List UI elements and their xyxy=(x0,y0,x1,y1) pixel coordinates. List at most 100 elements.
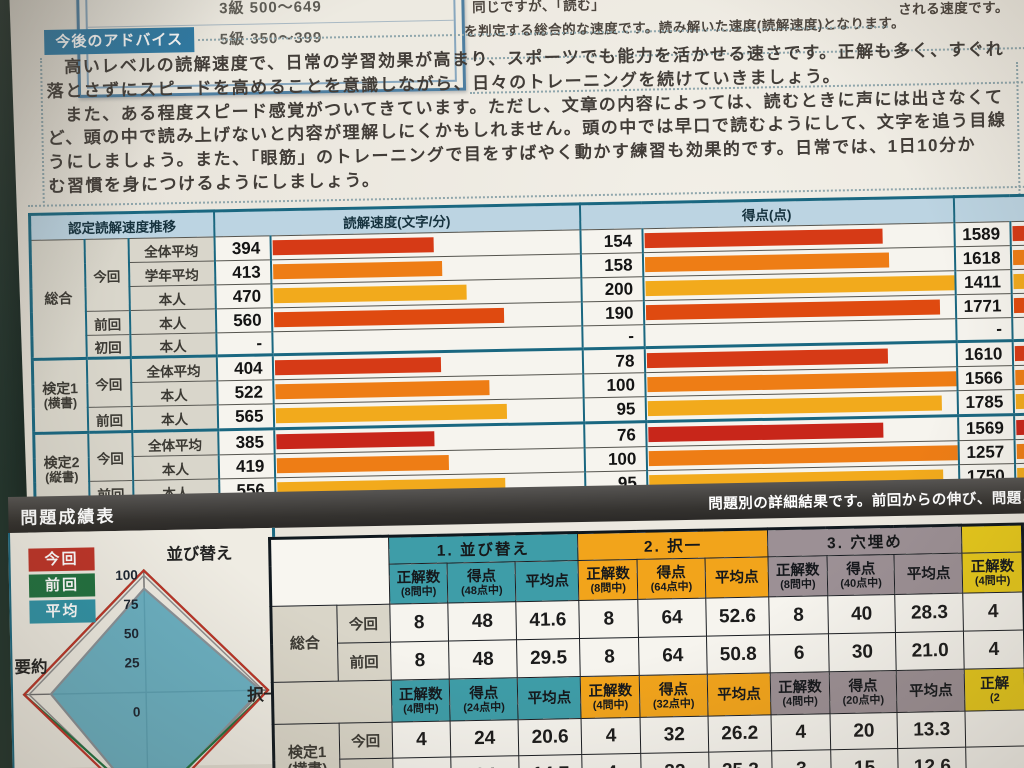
svg-text:50: 50 xyxy=(124,626,139,641)
subheader-cell: 正解数 (4問中) xyxy=(770,671,830,715)
radar-legend: 今回 前回 平均 xyxy=(28,547,96,626)
value-cell: 52.6 xyxy=(705,596,770,637)
empty-corner-cell xyxy=(269,536,390,607)
value-bar xyxy=(1012,273,1024,290)
score-value-cell: 100 xyxy=(582,372,646,398)
value-bar xyxy=(274,380,490,400)
svg-text:並び替え: 並び替え xyxy=(166,543,232,564)
period-cell: 前回 xyxy=(85,310,130,336)
who-cell: 本人 xyxy=(128,284,216,311)
speed-value-cell: 560 xyxy=(215,307,272,333)
value-cell: 8 xyxy=(768,595,829,635)
value-cell: 25.3 xyxy=(708,750,773,768)
value-cell: 8 xyxy=(390,641,450,681)
cut-bar-cell xyxy=(1009,220,1024,246)
subheader-cell: 平均点 xyxy=(706,672,772,717)
cut-bar-cell xyxy=(1010,268,1024,294)
speed-value-cell: - xyxy=(215,331,273,356)
value-bar xyxy=(1011,225,1024,242)
cut-bar-cell xyxy=(1012,339,1024,366)
value-cell: 26.2 xyxy=(707,714,772,753)
value-cell-cut: 4 xyxy=(963,592,1024,632)
svg-text:0: 0 xyxy=(133,704,141,719)
problem-score-table: 1. 並び替え 2. 択一 3. 穴埋め 正解数 (8問中) 得点 (48点中) 平均点 正解数… xyxy=(268,522,1024,768)
value-cell: 4 xyxy=(391,721,452,759)
radar-chart: 100 75 50 25 0 並び替え 択一 要約 xyxy=(10,532,281,768)
svg-text:100: 100 xyxy=(115,568,138,583)
group-label-cell: 検定1 (横書) xyxy=(32,358,88,434)
value-cell: 14.7 xyxy=(518,754,583,768)
total-value-cell: 1566 xyxy=(956,365,1014,391)
value-cell: 13.3 xyxy=(897,711,966,749)
value-bar xyxy=(645,299,941,321)
value-cell: 32 xyxy=(640,716,709,754)
value-cell: 4 xyxy=(392,757,452,768)
value-cell: 40 xyxy=(827,594,896,634)
who-cell: 本人 xyxy=(131,404,218,432)
value-bar xyxy=(647,422,884,443)
value-cell: 50.8 xyxy=(706,634,771,675)
cut-bar-cell xyxy=(1010,244,1024,270)
period-cell: 前回 xyxy=(337,642,391,682)
speed-value-cell: 413 xyxy=(214,259,271,285)
subheader-cell: 正解数 (8問中) xyxy=(768,555,828,597)
score-value-cell: 76 xyxy=(583,421,647,448)
total-value-cell: 1785 xyxy=(957,389,1014,416)
value-cell: 24 xyxy=(451,755,520,768)
top-note-fragment-left: 同じですが、「読む」 xyxy=(472,0,606,15)
score-value-cell: 95 xyxy=(583,396,646,423)
total-value-cell: 1610 xyxy=(956,340,1013,367)
value-cell: 6 xyxy=(769,633,829,673)
value-cell: 3 xyxy=(771,749,832,768)
value-bar xyxy=(644,275,956,297)
score-value-cell: 100 xyxy=(584,446,647,472)
value-cell: 4 xyxy=(771,713,831,751)
value-cell: 4 xyxy=(581,717,641,755)
value-cell-cut xyxy=(965,709,1024,748)
svg-text:75: 75 xyxy=(123,597,139,612)
speed-table-wrap: 認定読解速度推移 読解速度(文字/分) 得点(点) 総合 今回 全体平均 394 154 158… xyxy=(28,192,1024,509)
value-bar xyxy=(273,307,504,328)
value-cell: 8 xyxy=(579,599,639,639)
value-bar xyxy=(275,431,435,450)
cut-bar-cell xyxy=(1011,292,1024,318)
value-cell: 15 xyxy=(830,748,899,768)
value-cell: 12.6 xyxy=(898,747,967,768)
value-cell: 64 xyxy=(637,598,707,638)
group-title-cell xyxy=(961,524,1023,554)
score-value-cell: 154 xyxy=(579,228,643,254)
period-cell: 初回 xyxy=(85,334,131,359)
value-bar xyxy=(1014,345,1024,362)
total-value-cell: 1569 xyxy=(957,414,1015,441)
subheader-cell: 正解数 (8問中) xyxy=(388,563,449,605)
value-cell: 64 xyxy=(638,636,707,676)
value-cell: 48 xyxy=(448,639,518,680)
speed-value-cell: 394 xyxy=(214,235,271,261)
score-value-cell: - xyxy=(581,324,645,349)
value-cell: 21.0 xyxy=(895,631,965,671)
cut-bar-cell xyxy=(1011,316,1024,341)
advice-section-label: 今後のアドバイス xyxy=(44,27,195,55)
who-cell: 本人 xyxy=(129,308,216,335)
value-cell: 32 xyxy=(640,752,710,768)
group-title-cell: 3. 穴埋め xyxy=(767,525,963,557)
svg-text:要約: 要約 xyxy=(14,656,47,677)
speed-value-cell: 404 xyxy=(216,354,273,381)
value-cell: 28.3 xyxy=(895,593,964,633)
score-value-cell: 78 xyxy=(582,347,645,374)
value-bar xyxy=(646,348,889,369)
problem-table-wrap: 1. 並び替え 2. 択一 3. 穴埋め 正解数 (8問中) 得点 (48点中) 平均点 正解数… xyxy=(268,522,1024,768)
value-bar xyxy=(1016,443,1024,460)
legend-item: 今回 xyxy=(28,547,95,572)
who-cell: 本人 xyxy=(130,380,218,407)
top-note-fragment-right: される速度です。 xyxy=(898,0,1010,17)
value-cell: 8 xyxy=(579,637,640,677)
legend-item: 平均 xyxy=(29,599,96,624)
speed-value-cell: 385 xyxy=(217,428,275,455)
period-cell: 今回 xyxy=(86,357,132,408)
value-cell: 8 xyxy=(389,603,449,643)
group-label-cell: 総合 xyxy=(30,239,87,360)
total-value-cell: 1411 xyxy=(954,269,1012,295)
score-value-cell: 158 xyxy=(580,252,643,278)
